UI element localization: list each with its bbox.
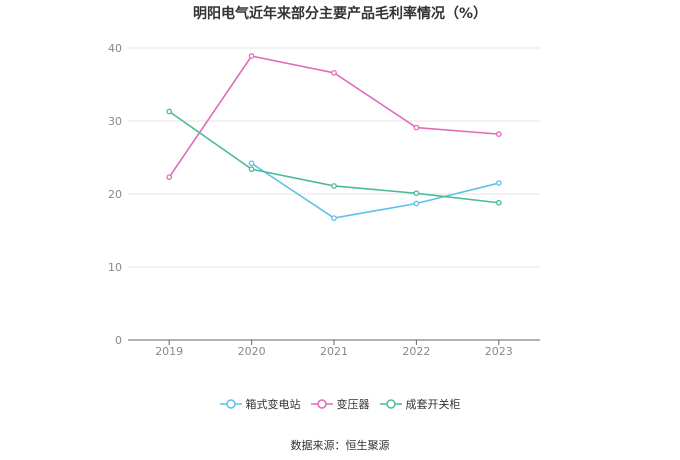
legend-label: 箱式变电站 (245, 398, 301, 411)
series-layer (166, 53, 502, 221)
data-point (495, 131, 502, 137)
data-point (413, 200, 420, 207)
grid-layer (128, 47, 540, 268)
data-point (413, 124, 420, 131)
x-tick-label: 2019 (155, 345, 183, 358)
data-point (331, 215, 337, 221)
series-1 (166, 53, 502, 181)
axis-layer: 0 10 20 30 40 2019 2020 2021 2022 2023 (108, 42, 540, 358)
data-point (331, 183, 337, 189)
y-tick-label: 40 (108, 42, 122, 55)
legend-item-1[interactable]: 变压器 (310, 396, 370, 412)
legend-label: 变压器 (336, 398, 370, 411)
legend: 箱式变电站 变压器 成套开关柜 (0, 396, 680, 412)
data-point (166, 174, 173, 181)
data-point (248, 53, 255, 59)
series-0 (248, 160, 502, 221)
series-line (251, 162, 499, 219)
x-tick-label: 2023 (485, 345, 513, 358)
legend-marker-icon (379, 399, 402, 409)
data-point (248, 166, 255, 173)
data-point (495, 199, 502, 206)
x-tick-label: 2021 (320, 345, 348, 358)
x-tick-label: 2020 (238, 345, 266, 358)
legend-item-2[interactable]: 成套开关柜 (379, 396, 461, 412)
legend-label: 成套开关柜 (405, 398, 461, 411)
legend-marker-icon (310, 399, 333, 409)
data-point (248, 160, 255, 167)
legend-item-0[interactable]: 箱式变电站 (219, 396, 301, 412)
y-tick-label: 10 (108, 261, 122, 274)
data-point (166, 108, 173, 115)
y-tick-label: 30 (108, 115, 122, 128)
series-2 (166, 108, 502, 206)
x-tick-label: 2022 (402, 345, 430, 358)
series-line (168, 110, 499, 204)
data-point (331, 69, 337, 76)
data-point (413, 190, 420, 197)
chart-title: 明阳电气近年来部分主要产品毛利率情况（%） (192, 6, 488, 22)
legend-marker-icon (219, 399, 242, 409)
y-tick-label: 20 (108, 188, 122, 201)
y-tick-label: 0 (115, 334, 122, 347)
data-point (495, 180, 502, 186)
source-note: 数据来源：恒生聚源 (290, 439, 390, 452)
